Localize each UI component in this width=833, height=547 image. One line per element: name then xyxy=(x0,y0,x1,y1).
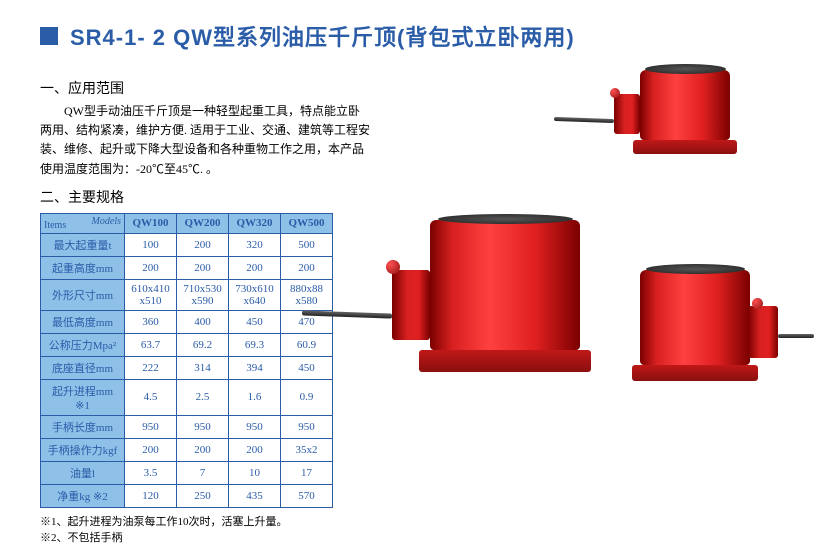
table-cell: 435 xyxy=(229,484,281,507)
table-cell: 17 xyxy=(281,461,333,484)
table-cell: 120 xyxy=(125,484,177,507)
product-images xyxy=(390,70,810,440)
table-cell: 450 xyxy=(281,356,333,379)
row-label: 油量l xyxy=(41,461,125,484)
table-cell: 710x530 x590 xyxy=(177,279,229,310)
table-cell: 4.5 xyxy=(125,379,177,415)
footnote-1: ※1、起升进程为油泵每工作10次时，活塞上升量。 xyxy=(40,514,380,531)
table-cell: 200 xyxy=(281,256,333,279)
col-qw500: QW500 xyxy=(281,213,333,233)
table-cell: 100 xyxy=(125,233,177,256)
table-cell: 570 xyxy=(281,484,333,507)
table-cell: 950 xyxy=(177,415,229,438)
table-cell: 200 xyxy=(125,438,177,461)
table-cell: 63.7 xyxy=(125,333,177,356)
table-cell: 2.5 xyxy=(177,379,229,415)
row-label: 外形尺寸mm xyxy=(41,279,125,310)
footnote-2: ※2、不包括手柄 xyxy=(40,530,380,547)
table-cell: 3.5 xyxy=(125,461,177,484)
table-cell: 69.2 xyxy=(177,333,229,356)
table-cell: 200 xyxy=(125,256,177,279)
table-cell: 1.6 xyxy=(229,379,281,415)
table-cell: 730x610 x640 xyxy=(229,279,281,310)
table-cell: 950 xyxy=(125,415,177,438)
table-cell: 35x2 xyxy=(281,438,333,461)
table-cell: 222 xyxy=(125,356,177,379)
col-qw320: QW320 xyxy=(229,213,281,233)
section-scope-title: 一、应用范围 xyxy=(40,78,380,98)
table-cell: 314 xyxy=(177,356,229,379)
table-cell: 69.3 xyxy=(229,333,281,356)
table-cell: 320 xyxy=(229,233,281,256)
jack-small-top xyxy=(640,70,737,154)
table-cell: 360 xyxy=(125,310,177,333)
table-cell: 200 xyxy=(177,256,229,279)
table-cell: 7 xyxy=(177,461,229,484)
table-cell: 250 xyxy=(177,484,229,507)
table-cell: 200 xyxy=(177,233,229,256)
table-cell: 60.9 xyxy=(281,333,333,356)
table-cell: 394 xyxy=(229,356,281,379)
table-cell: 200 xyxy=(177,438,229,461)
table-cell: 500 xyxy=(281,233,333,256)
row-label: 起重高度mm xyxy=(41,256,125,279)
table-cell: 610x410 x510 xyxy=(125,279,177,310)
row-label: 手柄操作力kgf xyxy=(41,438,125,461)
table-head-items: Items xyxy=(44,220,66,231)
section-scope-body: QW型手动油压千斤顶是一种轻型起重工具，特点能立卧两用、结构紧凑，维护方便. 适… xyxy=(40,102,370,179)
table-cell: 950 xyxy=(229,415,281,438)
jack-large xyxy=(430,220,591,372)
col-qw100: QW100 xyxy=(125,213,177,233)
row-label: 手柄长度mm xyxy=(41,415,125,438)
row-label: 底座直径mm xyxy=(41,356,125,379)
table-cell: 0.9 xyxy=(281,379,333,415)
table-head-models: Models xyxy=(92,216,121,227)
table-cell: 200 xyxy=(229,256,281,279)
table-cell: 450 xyxy=(229,310,281,333)
table-cell: 10 xyxy=(229,461,281,484)
table-cell: 950 xyxy=(281,415,333,438)
page-title: SR4-1- 2 QW型系列油压千斤顶(背包式立卧两用) xyxy=(70,20,575,52)
section-spec-title: 二、主要规格 xyxy=(40,187,380,207)
row-label: 公称压力Mpa² xyxy=(41,333,125,356)
table-cell: 200 xyxy=(229,438,281,461)
row-label: 净重kg ※2 xyxy=(41,484,125,507)
row-label: 最大起重量t xyxy=(41,233,125,256)
spec-table: Items Models QW100 QW200 QW320 QW500 最大起… xyxy=(40,213,380,508)
table-cell: 400 xyxy=(177,310,229,333)
col-qw200: QW200 xyxy=(177,213,229,233)
jack-medium xyxy=(640,270,758,381)
row-label: 最低高度mm xyxy=(41,310,125,333)
row-label: 起升进程mm ※1 xyxy=(41,379,125,415)
header-bullet-square xyxy=(40,27,58,45)
table-cell: 880x88 x580 xyxy=(281,279,333,310)
